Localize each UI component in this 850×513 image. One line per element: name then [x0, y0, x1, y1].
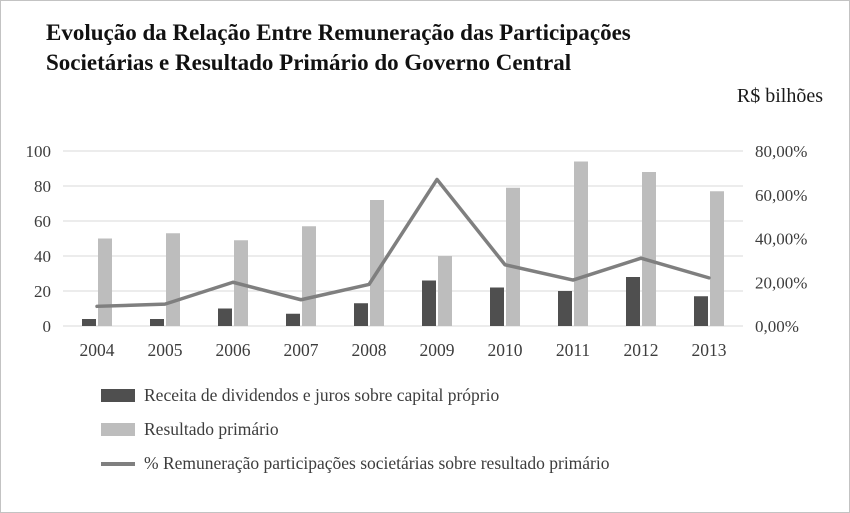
x-axis-label: 2012 — [624, 340, 659, 360]
right-axis-tick: 0,00% — [755, 317, 799, 336]
x-axis-label: 2004 — [80, 340, 115, 360]
legend-item-percentage: % Remuneração participações societárias … — [101, 453, 849, 474]
legend-item-dividends: Receita de dividendos e juros sobre capi… — [101, 385, 849, 406]
left-axis-tick: 0 — [43, 317, 52, 336]
bar-dividends — [694, 296, 708, 326]
bar-resultado — [166, 233, 180, 326]
bar-dividends — [626, 277, 640, 326]
legend-label-dividends: Receita de dividendos e juros sobre capi… — [144, 385, 500, 405]
bar-dividends — [150, 319, 164, 326]
bar-dividends — [490, 287, 504, 326]
bar-dividends — [354, 303, 368, 326]
right-axis-tick: 40,00% — [755, 230, 807, 249]
legend-label-resultado: Resultado primário — [144, 419, 279, 439]
bar-resultado — [302, 226, 316, 326]
legend-swatch-dividends — [101, 389, 135, 402]
x-axis-label: 2011 — [556, 340, 590, 360]
x-axis-label: 2010 — [488, 340, 523, 360]
legend-item-resultado: Resultado primário — [101, 419, 849, 440]
right-axis-tick: 80,00% — [755, 142, 807, 161]
legend-label-percentage: % Remuneração participações societárias … — [144, 453, 610, 473]
x-axis-label: 2009 — [420, 340, 455, 360]
left-axis-tick: 80 — [34, 177, 51, 196]
bar-dividends — [82, 319, 96, 326]
bar-dividends — [558, 291, 572, 326]
chart-title: Evolução da Relação Entre Remuneração da… — [46, 20, 631, 75]
left-axis-tick: 40 — [34, 247, 51, 266]
bar-resultado — [370, 200, 384, 326]
bar-resultado — [574, 161, 588, 326]
bar-dividends — [422, 280, 436, 326]
chart-legend: Receita de dividendos e juros sobre capi… — [101, 385, 849, 474]
bar-resultado — [642, 172, 656, 326]
chart-header: Evolução da Relação Entre Remuneração da… — [1, 1, 849, 121]
x-axis-label: 2006 — [216, 340, 251, 360]
legend-swatch-percentage-line — [101, 461, 135, 466]
bar-resultado — [506, 187, 520, 326]
combo-chart: 0 20 40 60 80 100 0,00% 20,00% 40,00% 60,00% 80,00… — [26, 142, 808, 360]
bar-dividends — [286, 313, 300, 326]
x-axis-label: 2007 — [284, 340, 319, 360]
bar-resultado — [710, 191, 724, 326]
bar-resultado — [98, 238, 112, 326]
left-axis-tick: 100 — [26, 142, 52, 161]
x-axis-label: 2008 — [352, 340, 387, 360]
x-axis-label: 2005 — [148, 340, 183, 360]
percentage-line — [95, 177, 711, 309]
left-axis-tick: 20 — [34, 282, 51, 301]
bar-dividends — [218, 308, 232, 326]
unit-label: R$ bilhões — [736, 85, 823, 107]
bar-resultado — [438, 256, 452, 326]
left-axis-tick: 60 — [34, 212, 51, 231]
legend-swatch-resultado — [101, 423, 135, 436]
right-axis-tick: 60,00% — [755, 186, 807, 205]
x-axis-label: 2013 — [692, 340, 727, 360]
right-axis-tick: 20,00% — [755, 273, 807, 292]
